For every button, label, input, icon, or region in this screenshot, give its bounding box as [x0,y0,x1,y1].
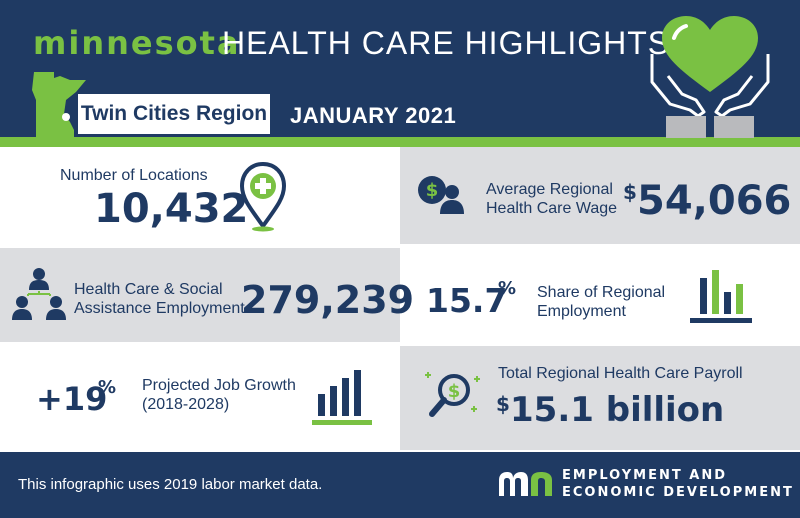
payroll-value: 15.1 billion [510,390,725,430]
footer-bar [0,452,800,518]
mn-logo-icon [499,472,552,496]
avg-wage-label-line1: Average Regional [486,181,613,198]
avg-wage-label-line2: Health Care Wage [486,200,618,217]
dollar-magnifier-icon: $ [425,372,480,417]
share-panel [400,248,800,342]
employment-label-line1: Health Care & Social [74,281,223,298]
payroll-currency: $ [496,392,510,416]
dollar-person-icon: $ [418,176,464,214]
growth-label-line2: (2018-2028) [142,396,230,413]
svg-text:$: $ [448,381,461,402]
brand-wordmark: minnesota [33,24,241,62]
share-value: 15.7 [426,281,508,320]
footer-note: This infographic uses 2019 labor market … [18,476,323,493]
org-name-line1: EMPLOYMENT AND [562,468,727,483]
share-unit: % [498,278,517,299]
share-label-line1: Share of Regional [537,284,666,301]
page-title: HEALTH CARE HIGHLIGHTS [222,25,671,61]
header-accent-strip [0,137,800,147]
avg-wage-value: 54,066 [637,178,792,224]
minnesota-state-icon [32,72,86,138]
org-name-line2: ECONOMIC DEVELOPMENT [562,485,794,500]
employment-value: 279,239 [241,278,415,322]
growth-bars-icon [312,370,372,425]
locations-panel [0,147,400,244]
region-label: Twin Cities Region [78,94,270,134]
growth-value: +19 [36,380,108,418]
svg-text:$: $ [426,180,439,201]
locations-label: Number of Locations [60,167,208,184]
report-month: JANUARY 2021 [290,103,457,128]
growth-label-line1: Projected Job Growth [142,377,296,394]
share-label-line2: Employment [537,303,626,320]
employment-panel [0,248,400,342]
locations-value: 10,432 [94,186,249,232]
employment-label-line2: Assistance Employment [74,300,245,317]
location-pin-plus-icon [239,161,287,232]
payroll-label: Total Regional Health Care Payroll [498,365,743,382]
region-pin-dot [62,113,70,121]
growth-unit: % [98,377,117,398]
people-hierarchy-icon [12,268,66,320]
heart-hands-icon [650,16,770,138]
avg-wage-currency: $ [623,180,637,204]
bar-chart-icon [690,270,752,323]
avg-wage-panel [400,147,800,244]
